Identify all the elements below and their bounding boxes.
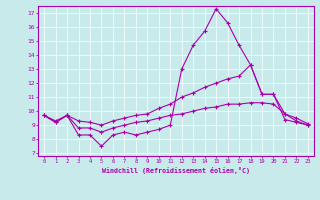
X-axis label: Windchill (Refroidissement éolien,°C): Windchill (Refroidissement éolien,°C)	[102, 167, 250, 174]
